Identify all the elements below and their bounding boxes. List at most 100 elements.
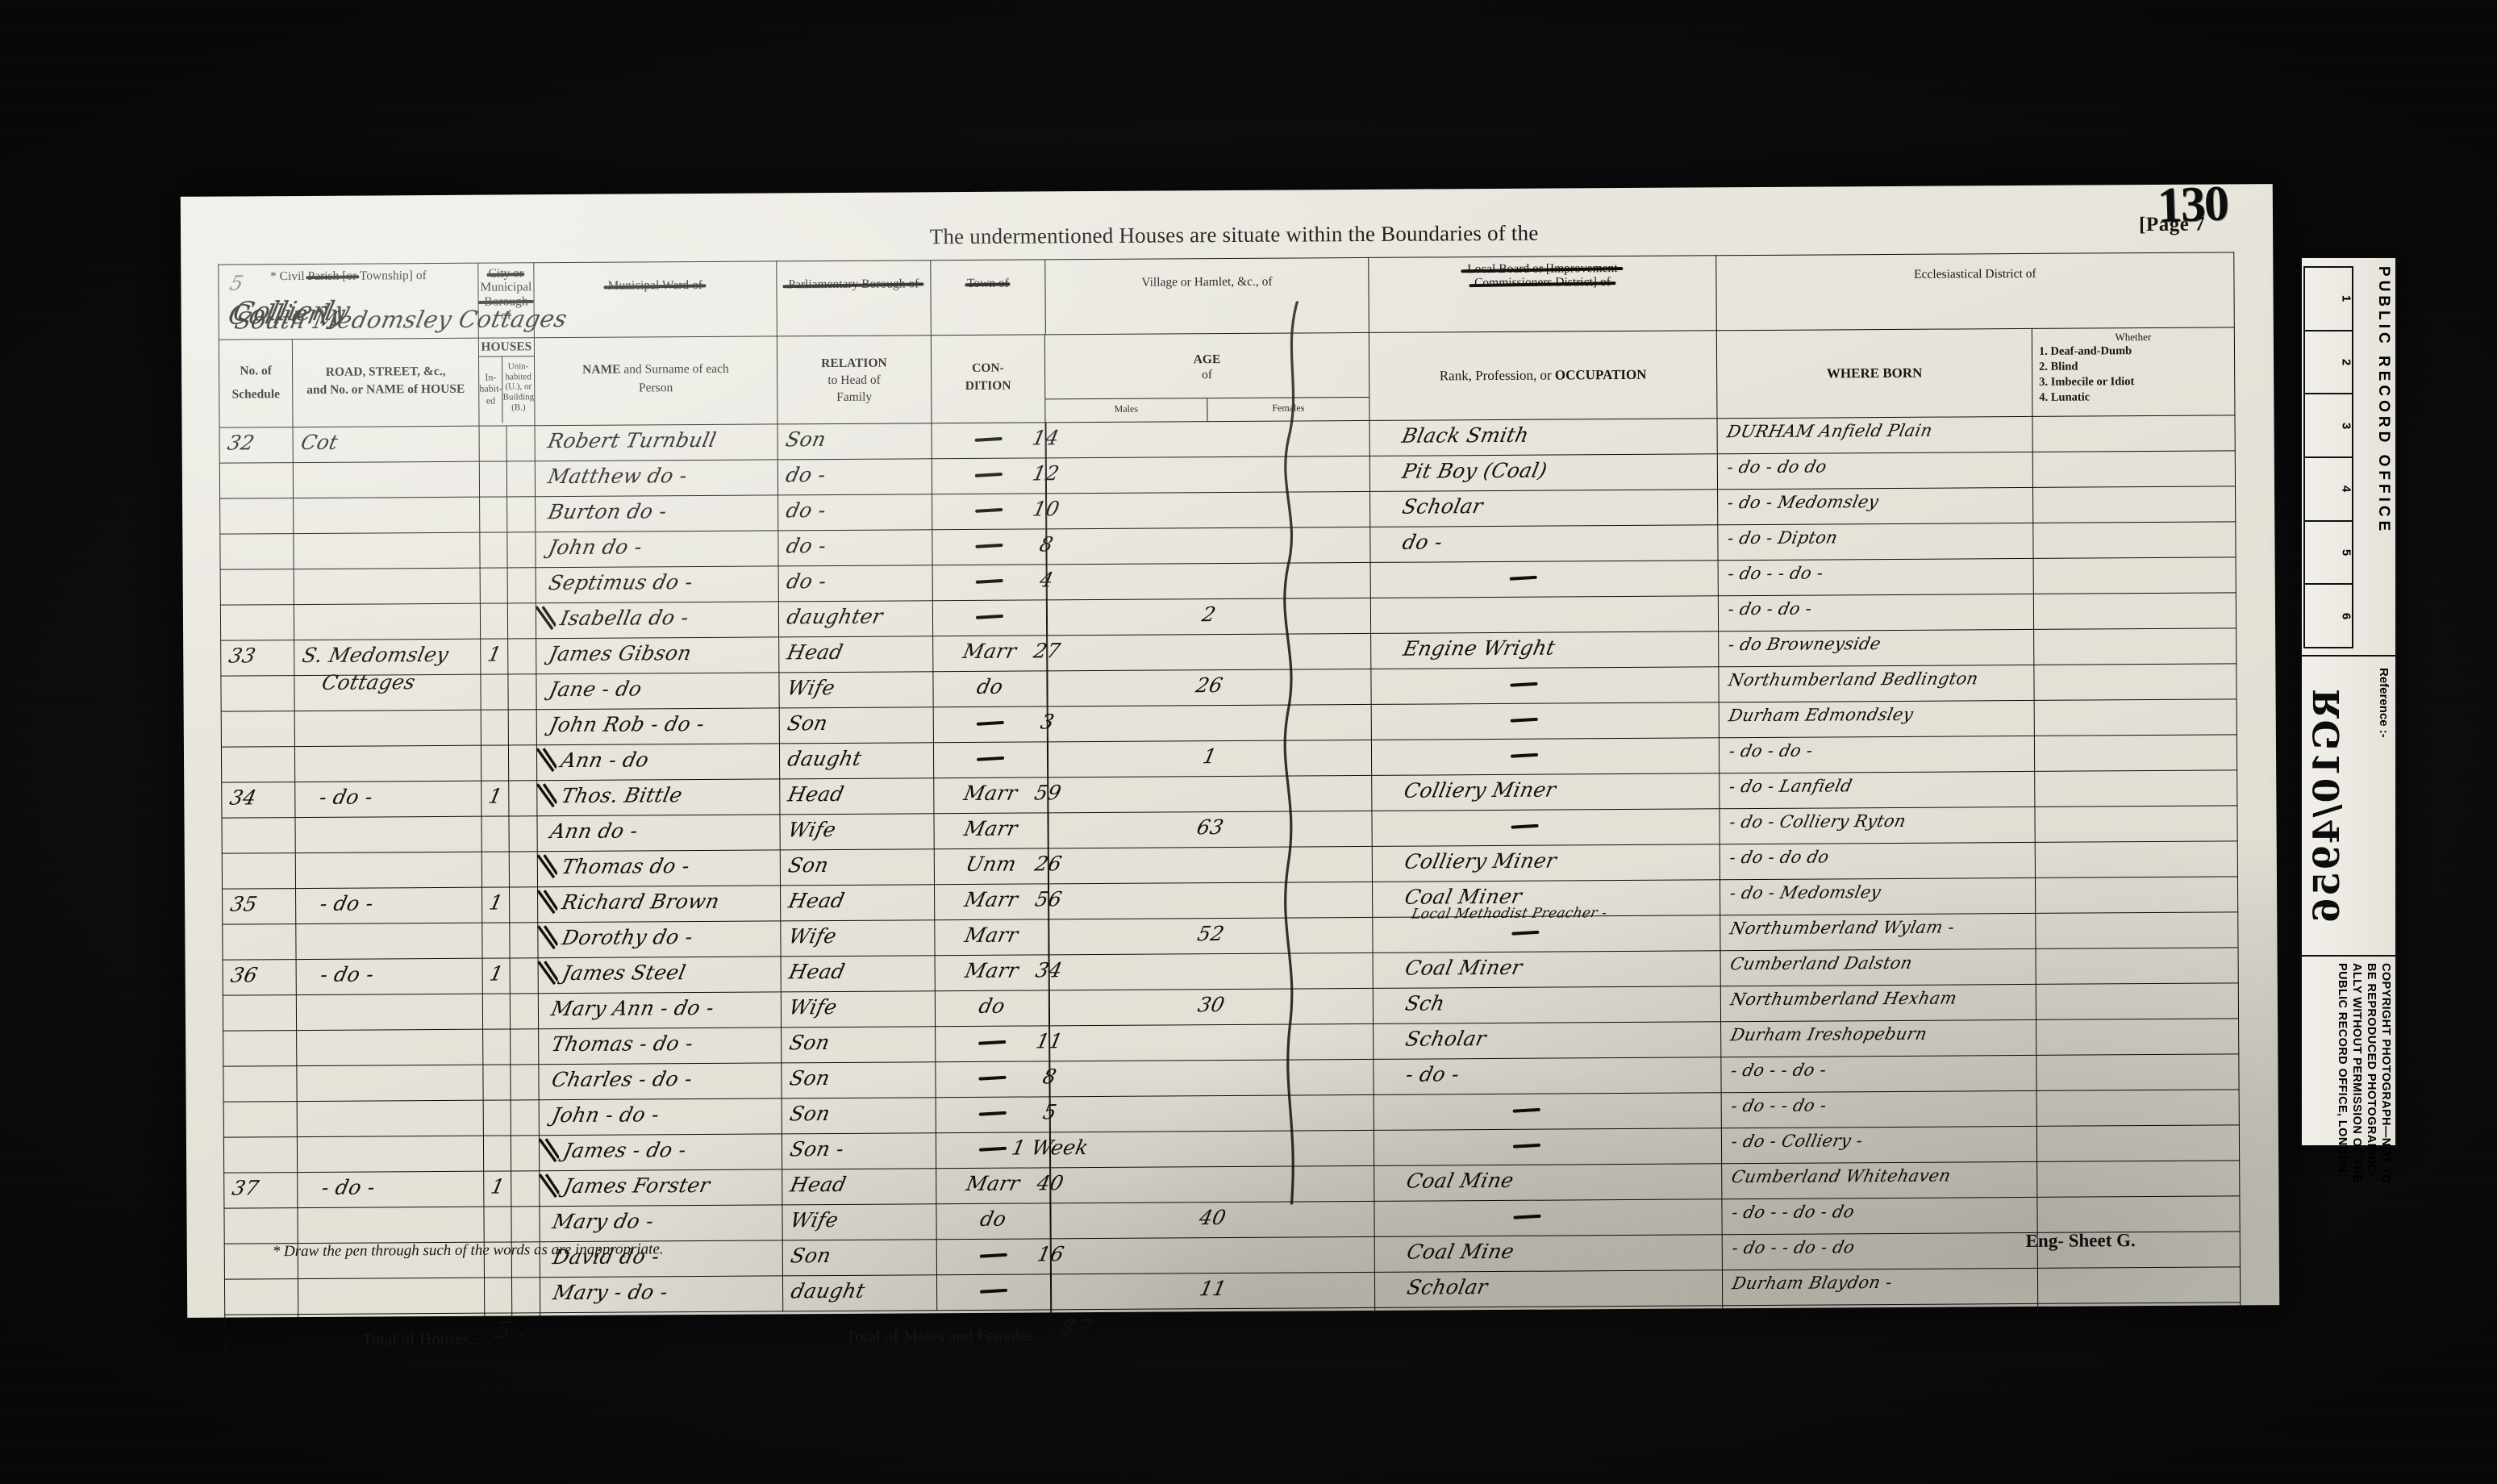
check-tick-icon bbox=[538, 1138, 559, 1163]
cell-name: James - do - bbox=[538, 1133, 782, 1171]
cell-where-born: - do - - do - do bbox=[1721, 1197, 2038, 1235]
age-females-label: Females bbox=[1272, 402, 1305, 414]
check-tick-icon bbox=[535, 606, 556, 631]
cell-age-female bbox=[1047, 633, 1371, 671]
cell-schedule bbox=[221, 817, 296, 854]
copyright-line-2: BE REPRODUCED PHOTOGRAPHIC- bbox=[2365, 963, 2378, 1178]
col-header-whether: Whether 1. Deaf-and-Dumb 2. Blind 3. Imb… bbox=[2032, 327, 2235, 417]
cell-relation: Head bbox=[782, 1168, 936, 1205]
cell-name: Matthew do - bbox=[535, 459, 778, 497]
ruler-num-1: 1 bbox=[2339, 295, 2353, 302]
cell-road bbox=[294, 674, 481, 711]
town-line1: Town of bbox=[966, 276, 1009, 290]
cell-road bbox=[296, 1029, 483, 1066]
ruler-num-4: 4 bbox=[2339, 486, 2353, 493]
ruler-seg: 6 bbox=[2305, 585, 2353, 647]
cell-road bbox=[298, 1278, 485, 1315]
cell-condition bbox=[935, 1025, 1049, 1062]
cell-houses-uninhabited bbox=[510, 993, 539, 1029]
cell-whether bbox=[2035, 840, 2238, 878]
sheet-inner: The undermentioned Houses are situate wi… bbox=[218, 176, 2241, 1366]
cell-road: - do - bbox=[295, 887, 482, 924]
cell-age-female: 40 bbox=[1050, 1201, 1375, 1239]
cell-condition bbox=[932, 599, 1047, 636]
cell-name: James Forster bbox=[538, 1169, 782, 1207]
cell-schedule: 34 bbox=[221, 782, 295, 819]
pro-reference-label: Reference :- bbox=[2377, 668, 2391, 738]
cell-occupation: Engine Wright bbox=[1370, 631, 1719, 669]
cell-name: Charles - do - bbox=[538, 1062, 782, 1100]
eng-sheet-label: Eng- Sheet G. bbox=[2025, 1230, 2136, 1251]
houses-uninhabited-label: Unin-habited (U.), or Building (B.) bbox=[502, 361, 535, 412]
cell-occupation: do - bbox=[1369, 524, 1719, 563]
cell-where-born: - do - - do - do bbox=[1722, 1232, 2038, 1270]
cell-where-born: - do - Medomsley bbox=[1720, 877, 2036, 915]
pro-copyright-block: COPYRIGHT PHOTOGRAPH—NOT TO BE REPRODUCE… bbox=[2302, 957, 2395, 1184]
cell-occupation bbox=[1372, 915, 1721, 953]
cell-occupation: - do - bbox=[1373, 1057, 1722, 1095]
cell-occupation bbox=[1370, 666, 1720, 705]
cell-occupation bbox=[1374, 1198, 1723, 1237]
cell-relation: Head bbox=[778, 636, 933, 673]
cell-schedule bbox=[221, 711, 295, 748]
cell-name: John - do - bbox=[538, 1098, 782, 1136]
boundary-cell-municipal-ward: Municipal Ward of bbox=[533, 261, 777, 338]
cell-houses-inhabited bbox=[481, 815, 510, 852]
age-males-label: Males bbox=[1045, 398, 1208, 423]
cell-schedule: 35 bbox=[222, 888, 296, 925]
cell-houses-uninhabited bbox=[511, 1064, 539, 1100]
cell-name: Mary do - bbox=[539, 1204, 783, 1242]
check-tick-icon bbox=[538, 1173, 560, 1198]
copyright-line-1: COPYRIGHT PHOTOGRAPH—NOT TO bbox=[2379, 963, 2392, 1184]
col-header-age: AGE of Males Females bbox=[1044, 332, 1370, 423]
cell-age-female bbox=[1050, 1094, 1374, 1132]
cell-relation: Son bbox=[781, 1097, 936, 1134]
cell-name: James Steel bbox=[537, 956, 782, 994]
cell-where-born: Northumberland Wylam - bbox=[1720, 913, 2036, 951]
cell-houses-uninhabited bbox=[510, 957, 539, 994]
cell-road bbox=[295, 852, 482, 889]
houses-title: HOUSES bbox=[478, 338, 534, 357]
cell-houses-inhabited bbox=[480, 567, 508, 604]
col-header-where-born: WHERE BORN bbox=[1716, 328, 2032, 419]
cell-houses-inhabited bbox=[483, 1099, 511, 1136]
cell-relation: daughter bbox=[778, 600, 933, 637]
page-stamp: 130 bbox=[2156, 176, 2228, 234]
cell-houses-uninhabited bbox=[509, 851, 538, 887]
cell-relation: do - bbox=[777, 494, 932, 531]
cell-houses-inhabited: 1 bbox=[480, 638, 509, 675]
cell-houses-inhabited bbox=[483, 1206, 512, 1243]
cell-whether bbox=[2036, 982, 2239, 1020]
cell-whether bbox=[2037, 1266, 2241, 1304]
cell-relation: Son bbox=[782, 1239, 937, 1276]
cell-age-female: 63 bbox=[1048, 811, 1373, 848]
cell-age-female bbox=[1049, 1023, 1374, 1061]
col-header-schedule: No. of Schedule bbox=[219, 339, 294, 428]
lb-line2: Commissioners District] of bbox=[1474, 275, 1611, 290]
cell-condition: Marr bbox=[933, 812, 1048, 849]
cell-houses-uninhabited bbox=[511, 1170, 540, 1207]
cell-name: Robert Turnbull bbox=[534, 423, 778, 461]
cell-where-born: - do - - do - bbox=[1718, 558, 2034, 596]
cell-houses-inhabited bbox=[481, 709, 509, 746]
ruler-num-6: 6 bbox=[2339, 612, 2353, 619]
ruler-seg: 4 bbox=[2305, 458, 2353, 522]
cell-occupation bbox=[1371, 702, 1720, 740]
cell-houses-inhabited: 1 bbox=[481, 886, 511, 923]
cell-name: John Rob - do - bbox=[536, 707, 780, 745]
cell-whether bbox=[2033, 592, 2236, 630]
cell-relation: Son bbox=[781, 1026, 936, 1063]
cell-age-female: 1 bbox=[1048, 740, 1372, 777]
cell-houses-uninhabited bbox=[506, 425, 536, 461]
column-header-row: No. of Schedule ROAD, STREET, &c., and No.… bbox=[219, 327, 2235, 428]
pro-ruler: 1 2 3 4 5 6 bbox=[2303, 266, 2353, 648]
cell-road: - do - bbox=[294, 781, 481, 818]
census-data-body: 32 Cot Robert Turnbull Son 14 Black Smith DURH… bbox=[219, 415, 2241, 1315]
cell-age-female: 52 bbox=[1048, 917, 1374, 955]
cell-road bbox=[296, 994, 483, 1031]
cell-age-female bbox=[1046, 420, 1370, 458]
cell-occupation: Coal Miner Local Methodist Preacher - bbox=[1372, 879, 1720, 923]
cell-where-born: - do - do do bbox=[1717, 452, 2033, 490]
cell-occupation: Black Smith bbox=[1369, 418, 1718, 456]
totals-females-value: 8 bbox=[1057, 1315, 1079, 1344]
